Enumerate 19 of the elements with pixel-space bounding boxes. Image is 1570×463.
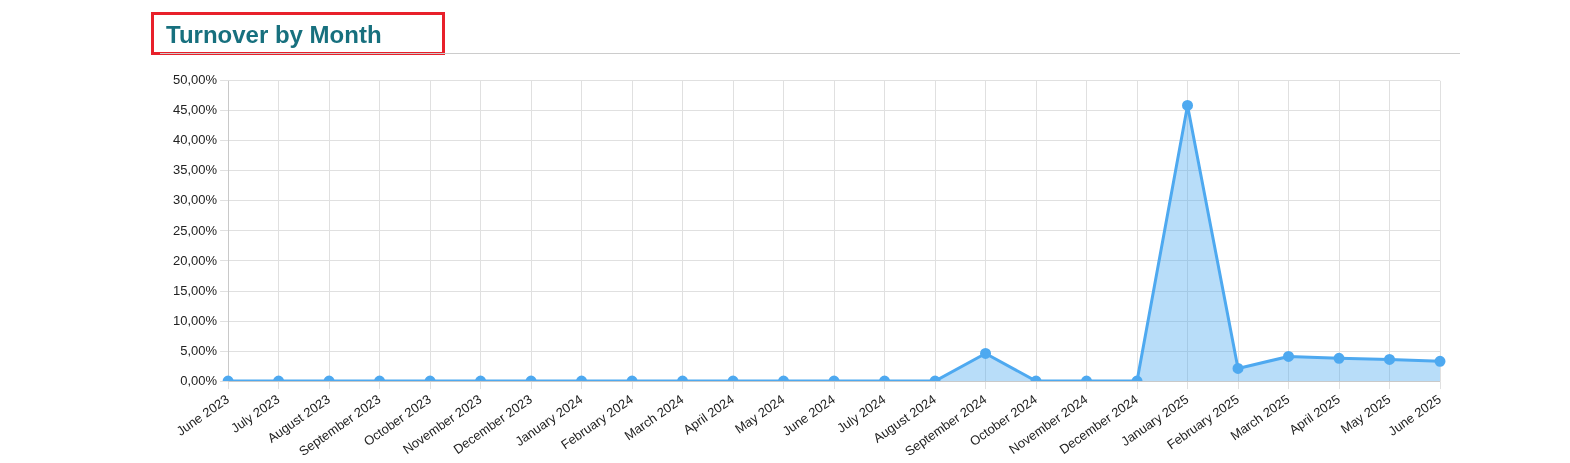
y-tick-label: 20,00% <box>173 252 218 268</box>
y-tick-label: 45,00% <box>173 102 218 118</box>
y-tick-label: 25,00% <box>173 222 218 238</box>
y-tick-label: 15,00% <box>173 282 218 298</box>
point <box>1384 353 1395 365</box>
point <box>980 347 992 359</box>
point <box>1434 355 1446 367</box>
y-tick-label: 5,00% <box>180 342 218 358</box>
y-tick-label: 30,00% <box>173 192 218 208</box>
y-tick-label: 0,00% <box>180 372 218 388</box>
point <box>1283 350 1295 362</box>
point <box>1232 362 1244 374</box>
y-tick-label: 10,00% <box>173 312 218 328</box>
point <box>1182 99 1194 111</box>
y-tick-label: 50,00% <box>173 72 218 88</box>
y-tick-label: 40,00% <box>173 132 218 148</box>
y-tick-label: 35,00% <box>173 162 218 178</box>
point <box>1333 352 1345 364</box>
chart-title: Turnover by Month <box>166 20 382 50</box>
